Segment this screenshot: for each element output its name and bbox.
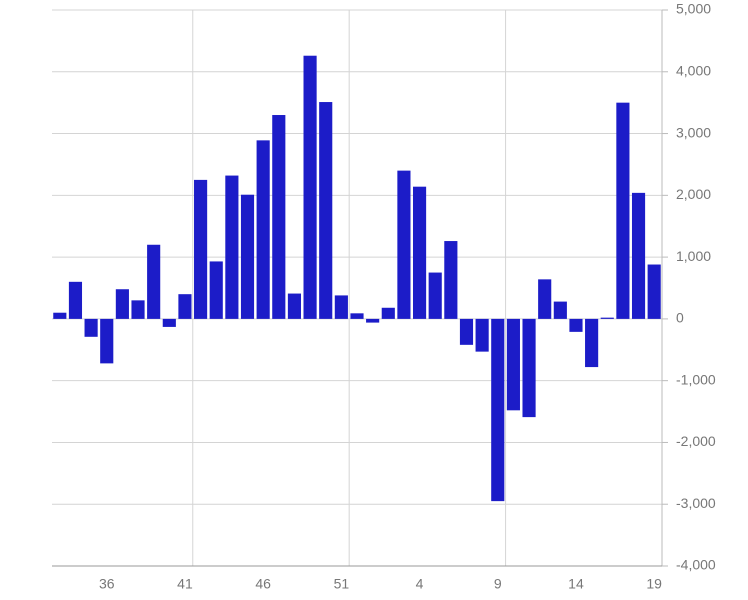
bar [585, 318, 599, 368]
y-tick-label: -3,000 [676, 495, 716, 511]
bar [100, 318, 114, 364]
y-tick-label: 2,000 [676, 186, 711, 202]
bar [147, 244, 161, 319]
y-tick-label: 3,000 [676, 124, 711, 140]
bar [209, 261, 223, 319]
bar [491, 318, 505, 502]
bar [616, 102, 630, 319]
bar [631, 192, 646, 319]
bar [506, 318, 520, 411]
x-tick-label: 4 [416, 576, 424, 592]
bar [600, 317, 614, 319]
bar [68, 281, 83, 319]
bar [475, 318, 489, 352]
bar [538, 279, 552, 319]
x-tick-label: 36 [99, 576, 115, 592]
bar [334, 295, 348, 319]
y-tick-label: -2,000 [676, 433, 716, 449]
y-tick-label: -1,000 [676, 371, 716, 387]
bar [131, 300, 145, 319]
bar [256, 140, 270, 319]
bar [428, 272, 442, 319]
bar [272, 115, 286, 319]
bar [350, 313, 364, 319]
x-tick-label: 51 [334, 576, 350, 592]
bar [287, 293, 302, 319]
x-tick-label: 46 [255, 576, 271, 592]
bar [162, 318, 176, 327]
bar [412, 186, 427, 319]
bar [522, 318, 536, 418]
x-tick-label: 41 [177, 576, 193, 592]
bar [366, 318, 380, 323]
bar [225, 175, 239, 319]
bar [553, 301, 567, 319]
bar [84, 318, 98, 337]
x-tick-label: 9 [494, 576, 502, 592]
bar [115, 289, 129, 319]
y-tick-label: 5,000 [676, 1, 711, 17]
y-tick-label: 0 [676, 310, 684, 326]
bar [303, 55, 317, 319]
bar [647, 264, 661, 319]
bar [53, 312, 67, 319]
bar [240, 194, 255, 319]
bar [444, 241, 458, 319]
y-tick-label: -4,000 [676, 557, 716, 573]
bar [381, 307, 395, 319]
bar [319, 102, 333, 319]
bar [194, 179, 208, 319]
y-tick-label: 4,000 [676, 62, 711, 78]
x-tick-label: 19 [646, 576, 662, 592]
y-tick-label: 1,000 [676, 248, 711, 264]
bar [459, 318, 474, 345]
bar [569, 318, 583, 332]
bar [178, 294, 192, 319]
bar [397, 170, 411, 319]
x-tick-label: 14 [568, 576, 584, 592]
